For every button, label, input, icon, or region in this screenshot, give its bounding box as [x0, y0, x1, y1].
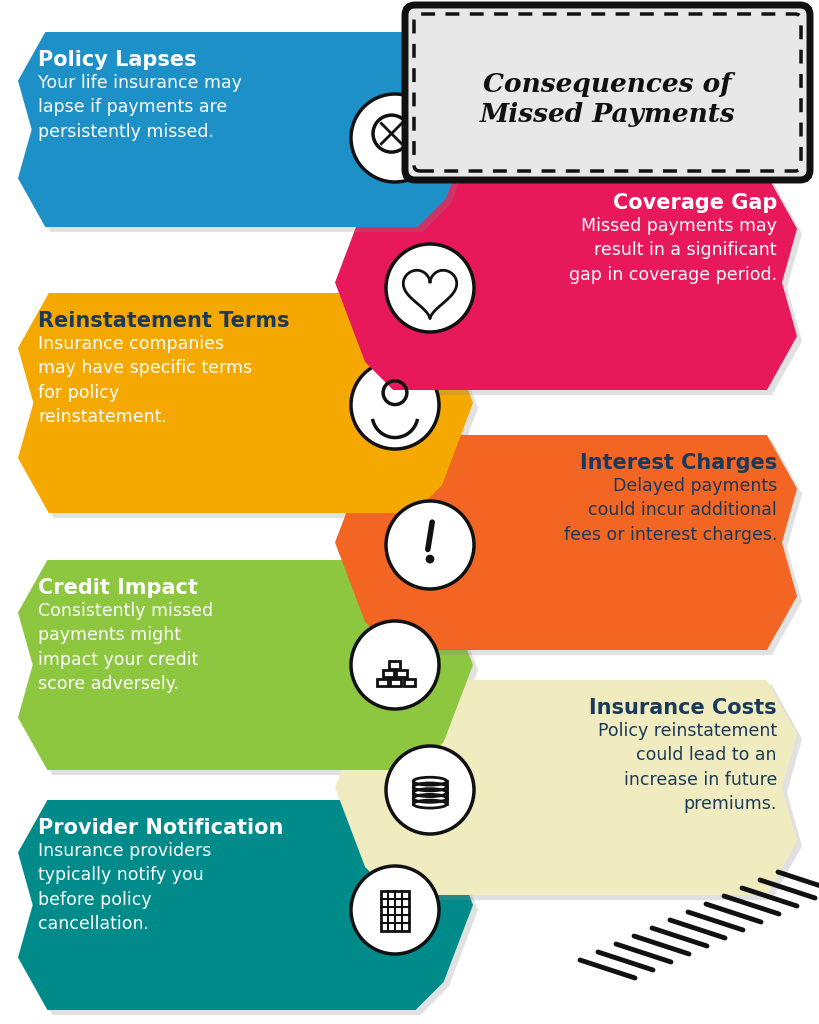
Text: Consistently missed
payments might
impact your credit
score adversely.: Consistently missed payments might impac… [38, 602, 213, 693]
Text: Coverage Gap: Coverage Gap [613, 193, 777, 213]
Text: Your life insurance may
lapse if payments are
persistently missed.: Your life insurance may lapse if payment… [38, 74, 242, 140]
Text: Consequences of: Consequences of [483, 72, 732, 97]
Polygon shape [335, 680, 797, 895]
Polygon shape [23, 565, 478, 775]
Bar [381, 891, 409, 931]
Polygon shape [340, 180, 802, 395]
Text: Delayed payments
could incur additional
fees or interest charges.: Delayed payments could incur additional … [563, 477, 777, 544]
Bar [377, 679, 387, 686]
Bar [382, 670, 394, 677]
Circle shape [351, 621, 439, 709]
Circle shape [351, 866, 439, 954]
Text: Reinstatement Terms: Reinstatement Terms [38, 311, 289, 331]
Polygon shape [18, 800, 473, 1010]
Bar [396, 670, 407, 677]
Text: Policy reinstatement
could lead to an
increase in future
premiums.: Policy reinstatement could lead to an in… [598, 722, 777, 813]
Polygon shape [335, 435, 797, 650]
FancyBboxPatch shape [405, 5, 810, 180]
Circle shape [386, 244, 474, 332]
Bar [390, 679, 401, 686]
Text: Insurance Costs: Insurance Costs [590, 698, 777, 718]
Text: Credit Impact: Credit Impact [38, 578, 198, 598]
Text: Interest Charges: Interest Charges [580, 453, 777, 473]
Polygon shape [23, 298, 478, 518]
Text: Missed Payments: Missed Payments [480, 102, 735, 127]
Text: Insurance companies
may have specific terms
for policy
reinstatement.: Insurance companies may have specific te… [38, 335, 252, 426]
Polygon shape [340, 685, 802, 900]
Bar [404, 679, 414, 686]
Text: Policy Lapses: Policy Lapses [38, 50, 197, 70]
Circle shape [386, 501, 474, 589]
Circle shape [386, 746, 474, 834]
Bar [389, 662, 400, 669]
Polygon shape [18, 32, 473, 227]
Polygon shape [23, 37, 478, 232]
Circle shape [426, 555, 434, 563]
Text: Missed payments may
result in a significant
gap in coverage period.: Missed payments may result in a signific… [569, 217, 777, 284]
Polygon shape [335, 175, 797, 390]
Polygon shape [340, 440, 802, 655]
Polygon shape [18, 560, 473, 770]
Circle shape [351, 361, 439, 449]
Circle shape [351, 94, 439, 182]
Polygon shape [23, 805, 478, 1015]
Text: Insurance providers
typically notify you
before policy
cancellation.: Insurance providers typically notify you… [38, 842, 211, 933]
Text: Provider Notification: Provider Notification [38, 818, 283, 838]
Polygon shape [18, 293, 473, 513]
